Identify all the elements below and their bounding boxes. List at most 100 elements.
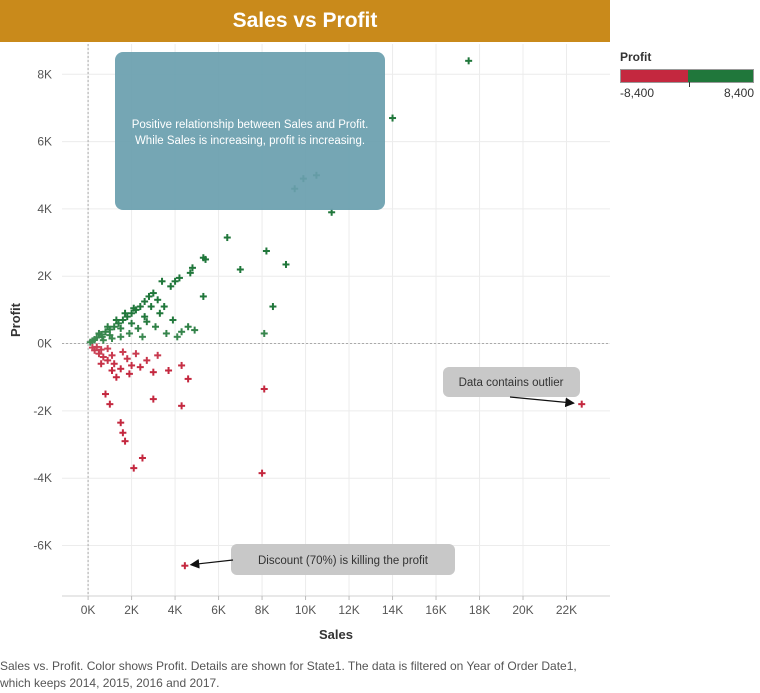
x-tick-label: 2K bbox=[124, 603, 139, 617]
data-point bbox=[145, 292, 153, 300]
data-point bbox=[389, 114, 397, 122]
profit-legend: Profit -8,400 8,400 bbox=[620, 50, 760, 100]
x-tick-label: 12K bbox=[338, 603, 359, 617]
data-point bbox=[199, 292, 207, 300]
legend-max-label: 8,400 bbox=[723, 86, 754, 100]
data-point bbox=[86, 338, 94, 346]
data-point bbox=[117, 419, 125, 427]
data-point bbox=[119, 348, 127, 356]
data-point bbox=[178, 328, 186, 336]
y-tick-label: 4K bbox=[37, 202, 52, 216]
data-point bbox=[106, 400, 114, 408]
data-point bbox=[101, 390, 109, 398]
data-point bbox=[110, 360, 118, 368]
data-point bbox=[143, 318, 151, 326]
data-point bbox=[128, 361, 136, 369]
data-point bbox=[149, 368, 157, 376]
legend-title: Profit bbox=[620, 50, 652, 64]
annotation-discount-arrow bbox=[189, 559, 234, 569]
data-point bbox=[141, 313, 149, 321]
annotation-relationship-text: While Sales is increasing, profit is inc… bbox=[135, 135, 365, 147]
x-tick-label: 14K bbox=[382, 603, 403, 617]
data-point bbox=[99, 353, 107, 361]
annotation-relationship-text: Positive relationship between Sales and … bbox=[132, 119, 369, 131]
x-tick-label: 4K bbox=[168, 603, 183, 617]
legend-zero-tick bbox=[689, 82, 690, 87]
y-tick-label: 2K bbox=[37, 269, 52, 283]
data-point bbox=[93, 343, 101, 351]
annotation-outlier-box bbox=[443, 367, 580, 397]
annotation-outlier-arrow bbox=[509, 396, 575, 408]
data-point bbox=[143, 356, 151, 364]
x-tick-label: 18K bbox=[469, 603, 490, 617]
annotation-discount-text: Discount (70%) is killing the profit bbox=[258, 555, 429, 567]
data-point bbox=[128, 309, 136, 317]
y-tick-label: 8K bbox=[37, 67, 52, 81]
data-point bbox=[158, 277, 166, 285]
data-point bbox=[138, 454, 146, 462]
annotation-discount-box bbox=[231, 544, 455, 575]
x-tick-label: 0K bbox=[81, 603, 96, 617]
data-point bbox=[147, 303, 155, 311]
data-point bbox=[181, 562, 189, 570]
data-point bbox=[282, 260, 290, 268]
data-point bbox=[128, 319, 136, 327]
legend-negative-swatch bbox=[621, 70, 689, 82]
data-point bbox=[130, 464, 138, 472]
data-point bbox=[125, 370, 133, 378]
data-point bbox=[578, 400, 586, 408]
data-point bbox=[162, 329, 170, 337]
data-point bbox=[184, 375, 192, 383]
y-tick-label: 0K bbox=[37, 337, 52, 351]
data-point bbox=[269, 303, 277, 311]
data-point bbox=[117, 365, 125, 373]
data-point bbox=[141, 297, 149, 305]
data-point bbox=[104, 356, 112, 364]
data-point bbox=[236, 266, 244, 274]
data-point bbox=[99, 336, 107, 344]
chart-caption: Sales vs. Profit. Color shows Profit. De… bbox=[0, 659, 577, 690]
scatter-chart: 0K 2K 4K 6K 8K 10K 12K 14K 16K 18K 20K 22K -6K -4K -2K… bbox=[8, 44, 610, 642]
data-point bbox=[121, 437, 129, 445]
data-point bbox=[258, 469, 266, 477]
x-axis-title: Sales bbox=[319, 627, 353, 642]
x-tick-label: 6K bbox=[211, 603, 226, 617]
data-point bbox=[98, 333, 106, 341]
data-point bbox=[101, 328, 109, 336]
data-point bbox=[152, 323, 160, 331]
data-point bbox=[156, 309, 164, 317]
data-point bbox=[199, 254, 207, 262]
data-point bbox=[154, 296, 162, 304]
data-point bbox=[149, 395, 157, 403]
y-tick-label: 6K bbox=[37, 135, 52, 149]
x-tick-label: 22K bbox=[556, 603, 577, 617]
data-point bbox=[119, 316, 127, 324]
x-tick-label: 20K bbox=[512, 603, 533, 617]
y-tick-label: -6K bbox=[33, 539, 52, 553]
data-point bbox=[110, 323, 118, 331]
data-point bbox=[154, 351, 162, 359]
data-point bbox=[262, 247, 270, 255]
data-point bbox=[134, 324, 142, 332]
data-point bbox=[108, 351, 116, 359]
data-point bbox=[106, 331, 114, 339]
data-point bbox=[136, 363, 144, 371]
data-point bbox=[136, 303, 144, 311]
data-point bbox=[95, 350, 103, 358]
legend-min-label: -8,400 bbox=[620, 86, 655, 100]
data-point bbox=[191, 326, 199, 334]
data-point bbox=[138, 333, 146, 341]
data-point bbox=[112, 373, 120, 381]
data-point bbox=[130, 304, 138, 312]
chart-title: Sales vs Profit bbox=[232, 9, 378, 32]
data-point bbox=[117, 324, 125, 332]
legend-color-bar bbox=[620, 69, 754, 87]
data-point bbox=[132, 350, 140, 358]
data-point bbox=[165, 366, 173, 374]
data-point bbox=[149, 289, 157, 297]
y-tick-label: -2K bbox=[33, 404, 52, 418]
data-point bbox=[121, 309, 129, 317]
y-axis-title: Profit bbox=[8, 302, 23, 337]
data-point bbox=[188, 264, 196, 272]
data-point bbox=[112, 316, 120, 324]
